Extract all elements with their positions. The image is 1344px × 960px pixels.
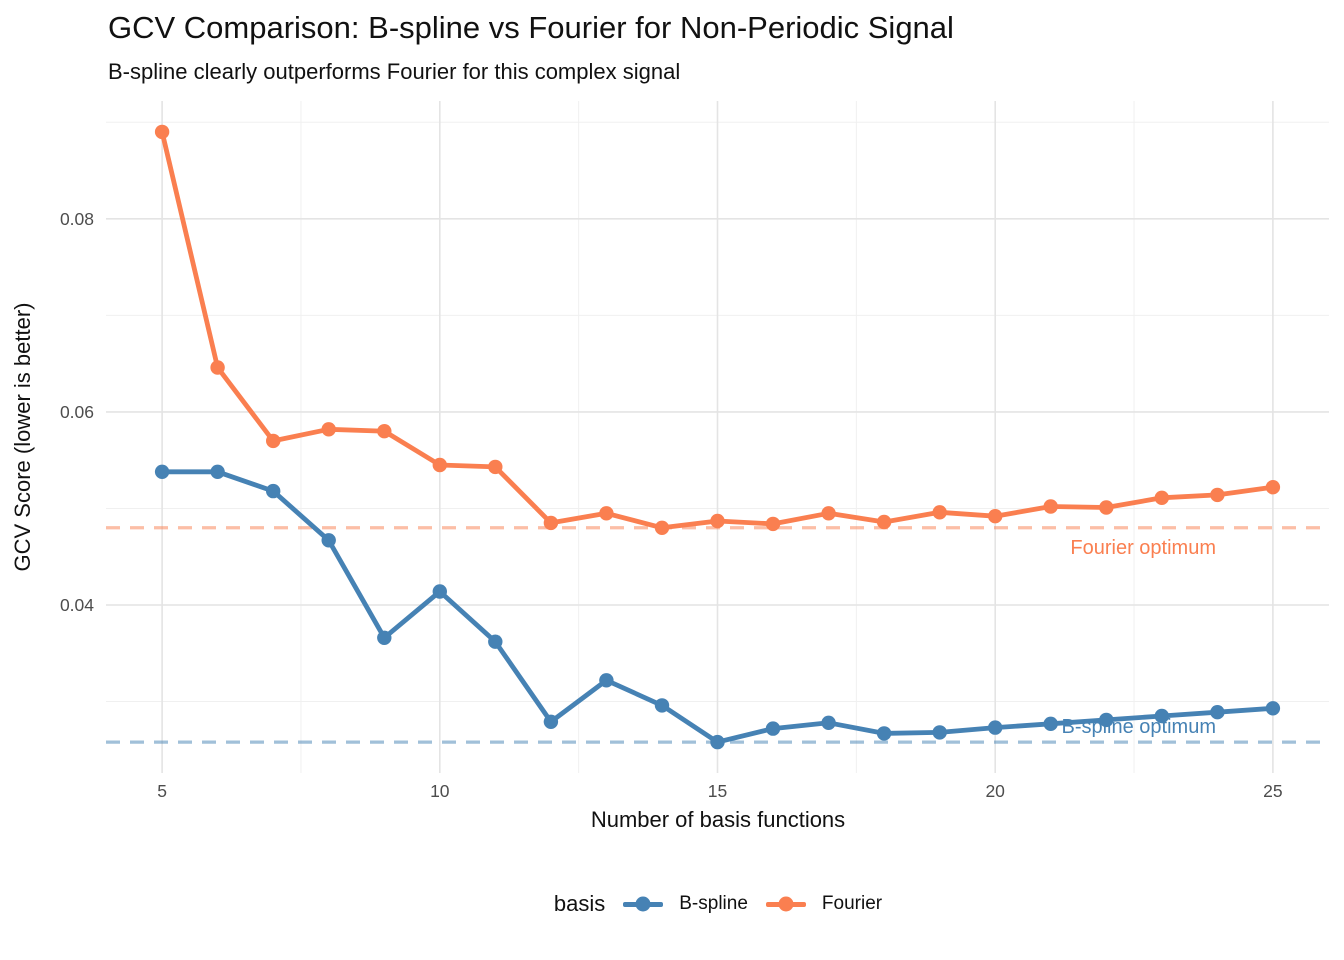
fourier-data-point: [1210, 487, 1225, 503]
x-tick-label: 5: [157, 781, 167, 801]
y-tick-label: 0.06: [60, 402, 94, 422]
fourier-data-point: [599, 506, 614, 521]
bspline-data-point: [1265, 701, 1281, 716]
fourier-data-point: [710, 513, 725, 529]
legend-label-bspline: B-spline: [679, 893, 748, 914]
fourier-data-point: [432, 457, 447, 473]
fourier-data-point: [932, 505, 947, 520]
fourier-data-point: [1265, 480, 1281, 495]
fourier-data-point: [154, 124, 170, 140]
bspline-data-point: [654, 698, 670, 713]
bspline-data-point: [321, 533, 336, 548]
legend-title: basis: [553, 891, 606, 916]
fourier-data-point: [1043, 499, 1058, 514]
bspline-data-point: [543, 714, 559, 729]
fourier-data-point: [321, 422, 336, 437]
fourier-data-point: [765, 516, 781, 532]
fourier-legend-key-icon: [765, 896, 806, 913]
x-axis-title: Number of basis functions: [591, 807, 845, 832]
x-tick-label: 20: [985, 781, 1005, 801]
bspline-data-point: [876, 726, 892, 741]
fourier-data-point: [876, 514, 892, 530]
bspline-data-point: [599, 673, 614, 688]
bspline-data-point: [266, 483, 281, 499]
fourier-data-point: [543, 515, 559, 531]
fourier-optimum-label: Fourier optimum: [1070, 537, 1216, 559]
y-axis-title: GCV Score (lower is better): [10, 303, 35, 572]
axis-tick-labels: 5 10 15 20 25 0.04 0.06 0.08: [60, 209, 1283, 801]
bspline-data-point: [1210, 705, 1225, 720]
chart-subtitle: B-spline clearly outperforms Fourier for…: [108, 59, 681, 84]
fourier-data-point: [488, 459, 503, 475]
bspline-legend-key-icon: [623, 896, 664, 913]
bspline-data-point: [1099, 712, 1114, 728]
chart-title: GCV Comparison: B-spline vs Fourier for …: [108, 10, 954, 45]
bspline-data-point: [1043, 716, 1058, 731]
fourier-data-point: [266, 433, 281, 449]
bspline-data-point: [988, 720, 1003, 735]
fourier-data-point: [210, 360, 225, 375]
bspline-data-point: [488, 634, 503, 649]
bspline-data-point: [210, 464, 225, 479]
bspline-data-point: [932, 725, 947, 740]
fourier-data-point: [377, 424, 392, 439]
fourier-data-point: [1099, 500, 1114, 515]
x-tick-label: 15: [708, 781, 727, 801]
legend-item-fourier[interactable]: Fourier: [765, 893, 883, 915]
legend-label-fourier: Fourier: [821, 893, 883, 914]
bspline-data-point: [154, 464, 170, 479]
data-series: [154, 124, 1281, 750]
bspline-data-point: [432, 584, 447, 599]
x-tick-label: 10: [430, 781, 450, 801]
bspline-data-point: [765, 721, 781, 736]
fourier-data-point: [1154, 490, 1170, 505]
bspline-data-point: [1154, 708, 1170, 724]
bspline-data-point: [821, 715, 836, 730]
y-tick-label: 0.08: [60, 209, 94, 229]
y-tick-label: 0.04: [60, 595, 94, 615]
fourier-data-point: [821, 506, 836, 521]
bspline-data-point: [377, 630, 392, 645]
x-tick-label: 25: [1263, 781, 1282, 801]
fourier-data-point: [654, 520, 670, 535]
chart-legend: basis B-spline Fourier: [0, 891, 1344, 917]
gridlines: [106, 101, 1329, 773]
legend-item-bspline[interactable]: B-spline: [623, 893, 748, 915]
bspline-data-point: [710, 734, 725, 750]
fourier-data-point: [988, 509, 1003, 524]
